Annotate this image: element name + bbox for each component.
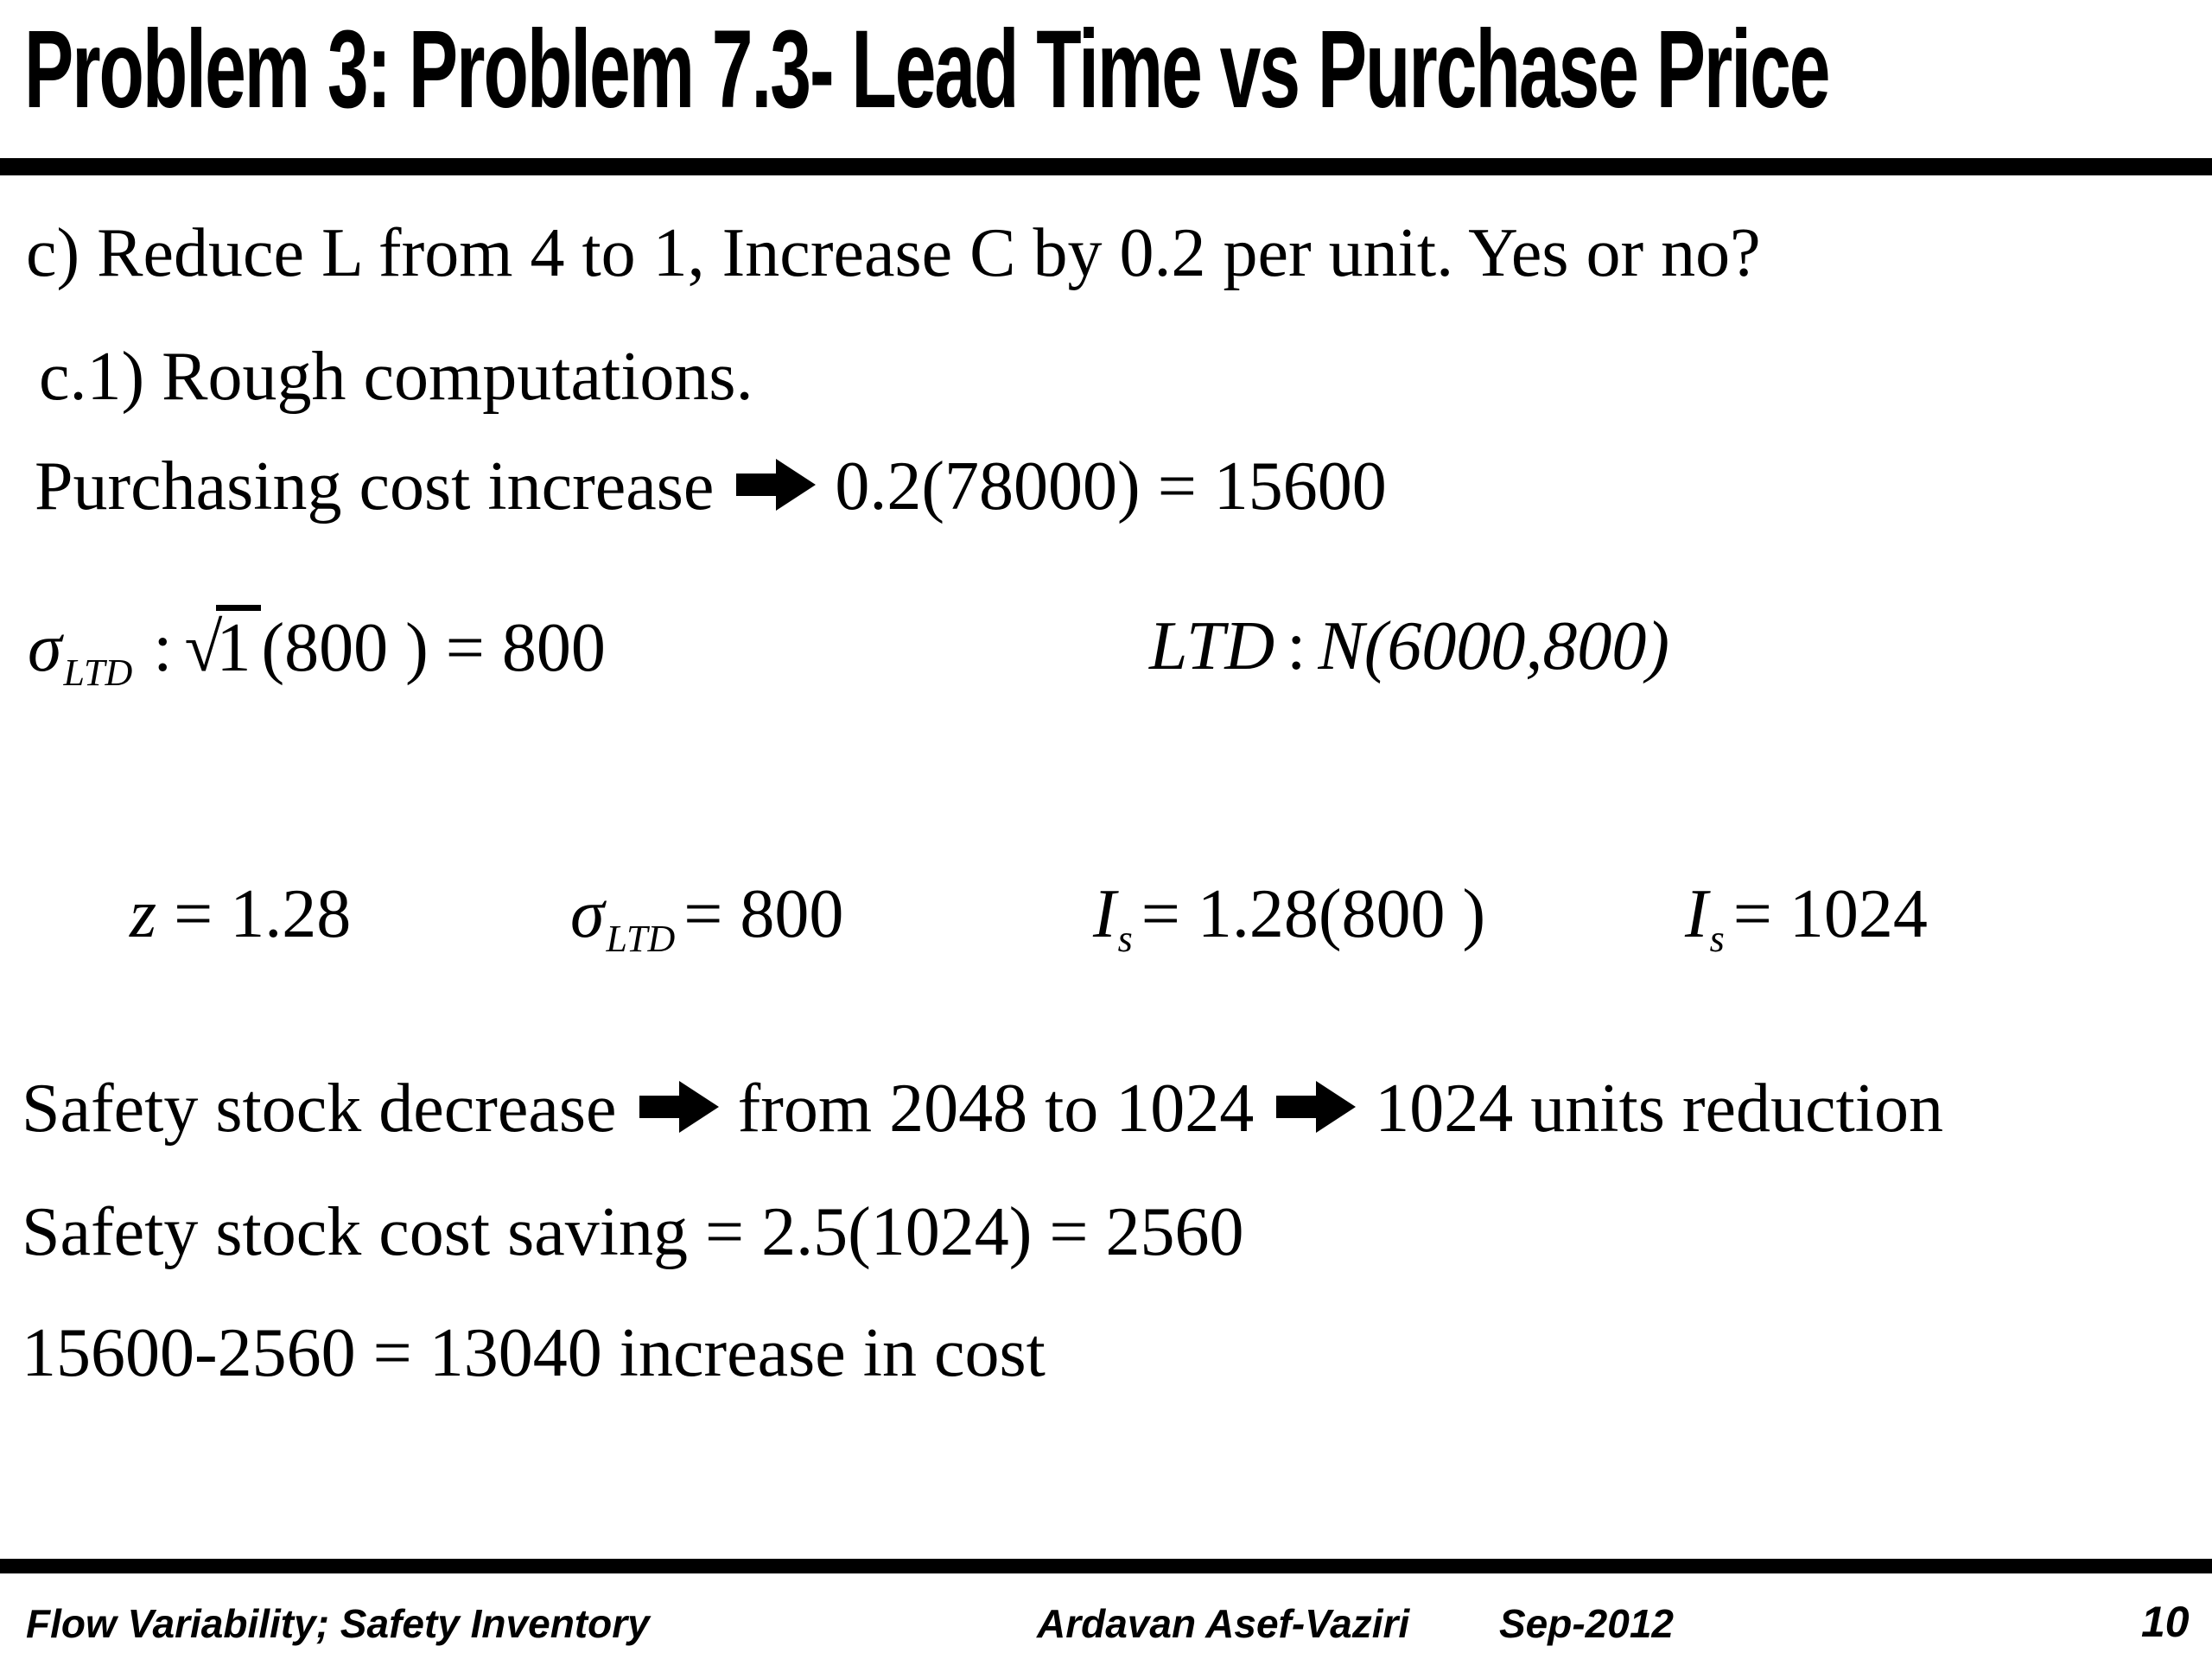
colon-separator: : <box>1287 608 1306 684</box>
footer-course-title: Flow Variability; Safety Inventory <box>26 1601 650 1646</box>
z-variable: z <box>130 876 157 952</box>
safety-decrease-range: from 2048 to 1024 <box>737 1071 1255 1147</box>
arrow-icon <box>736 459 817 511</box>
sigma-subscript: LTD <box>606 917 676 960</box>
safety-inventory-result-formula: Is = 1024 <box>1685 873 1928 963</box>
ltd-variable: LTD <box>1149 608 1275 684</box>
slide-title: Problem 3: Problem 7.3- Lead Time vs Pur… <box>24 8 1830 131</box>
cost-saving-line: Safety stock cost saving = 2.5(1024) = 2… <box>22 1194 1244 1270</box>
sigma-subscript: LTD <box>63 651 133 694</box>
sigma-value: = 800 <box>683 876 844 952</box>
is-variable: I <box>1685 876 1708 952</box>
title-divider <box>0 158 2212 175</box>
normal-distribution-value: N(6000,800) <box>1318 608 1670 684</box>
arrow-icon <box>639 1081 719 1133</box>
purchasing-cost-value: 0.2(78000) = 15600 <box>835 448 1387 524</box>
z-value-formula: z = 1.28 <box>130 873 351 956</box>
is-result-value: = 1024 <box>1732 876 1928 952</box>
safety-stock-decrease-line: Safety stock decrease from 2048 to 1024 10… <box>22 1067 1943 1150</box>
arrow-icon <box>1276 1081 1357 1133</box>
purchasing-cost-line: Purchasing cost increase 0.2(78000) = 156… <box>35 445 1387 528</box>
radical-sign-icon: √ <box>184 610 223 686</box>
is-subscript: s <box>1709 917 1725 960</box>
colon-separator: : <box>153 610 173 686</box>
footer-date: Sep-2012 <box>1499 1601 1675 1646</box>
is-subscript: s <box>1117 917 1133 960</box>
page-number: 10 <box>2141 1598 2190 1646</box>
z-value: = 1.28 <box>174 876 352 952</box>
question-line: c) Reduce L from 4 to 1, Increase C by 0… <box>26 215 1761 291</box>
is-variable: I <box>1093 876 1116 952</box>
purchasing-cost-label: Purchasing cost increase <box>35 448 715 524</box>
sigma-ltd-sqrt-formula: σLTD: √1 (800 ) = 800 <box>28 605 606 696</box>
radicand: 1 <box>216 605 262 685</box>
radical-factor: (800 ) <box>261 610 429 686</box>
safety-decrease-result: 1024 units reduction <box>1375 1071 1943 1147</box>
footer-author: Ardavan Asef-Vaziri <box>1037 1601 1410 1646</box>
sigma-variable: σ <box>570 876 605 952</box>
radical-result: = 800 <box>445 610 606 686</box>
footer-divider <box>0 1559 2212 1573</box>
ltd-distribution-formula: LTD: N(6000,800) <box>1149 605 1669 688</box>
net-change-line: 15600-2560 = 13040 increase in cost <box>22 1315 1046 1391</box>
subsection-line: c.1) Rough computations. <box>39 339 753 415</box>
safety-decrease-label: Safety stock decrease <box>22 1071 617 1147</box>
sigma-variable: σ <box>28 610 62 686</box>
safety-inventory-expression-formula: Is = 1.28(800 ) <box>1093 873 1485 963</box>
sigma-ltd-value-formula: σLTD = 800 <box>570 873 843 963</box>
is-expression-value: = 1.28(800 ) <box>1141 876 1486 952</box>
